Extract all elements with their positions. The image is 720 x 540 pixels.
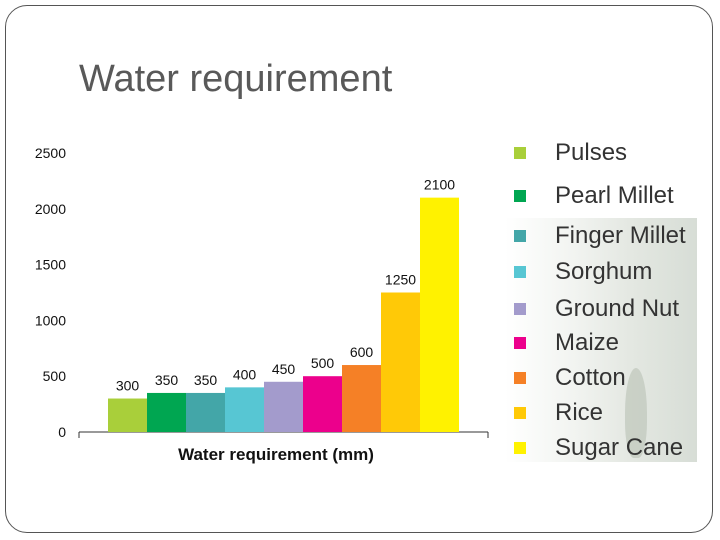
- bar-pearl-millet: [147, 392, 186, 432]
- data-label-rice: 1250: [385, 272, 416, 288]
- y-axis-tick-labels: 0 500 1000 1500 2000 2500: [35, 145, 66, 440]
- data-label-sugar-cane: 2100: [424, 177, 455, 193]
- legend-label-sorghum: Sorghum: [555, 258, 653, 285]
- data-labels: 300 350 350 400 450 500 600 1250 2100: [116, 177, 455, 394]
- legend-item-sugar-cane: Sugar Cane: [514, 433, 683, 463]
- legend-swatch-maize: [514, 337, 526, 349]
- legend-swatch-finger-millet: [514, 230, 526, 242]
- y-tick-label-0: 0: [58, 424, 66, 440]
- bar-rice: [381, 292, 420, 432]
- legend-swatch-pulses: [514, 147, 526, 159]
- data-label-maize: 500: [311, 355, 335, 371]
- y-tick-label-1000: 1000: [35, 312, 66, 328]
- bar-cotton: [342, 365, 381, 432]
- bar-ground-nut: [264, 381, 303, 432]
- slide-title: Water requirement: [79, 58, 393, 100]
- legend-label-pulses: Pulses: [555, 139, 628, 166]
- data-label-pulses: 300: [116, 378, 140, 394]
- data-label-finger-millet: 350: [194, 372, 218, 388]
- legend-swatch-pearl-millet: [514, 190, 526, 202]
- y-tick-label-1500: 1500: [35, 257, 66, 273]
- legend-item-cotton: Cotton: [514, 363, 626, 393]
- y-tick-label-2500: 2500: [35, 145, 66, 161]
- legend-label-ground-nut: Ground Nut: [555, 295, 680, 322]
- bars: [108, 197, 459, 432]
- legend-swatch-sugar-cane: [514, 442, 526, 454]
- legend-label-rice: Rice: [555, 399, 604, 426]
- data-label-cotton: 600: [350, 344, 374, 360]
- bar-finger-millet: [186, 392, 225, 432]
- legend-swatch-sorghum: [514, 266, 526, 278]
- legend-item-sorghum: Sorghum: [514, 257, 652, 287]
- legend-item-pulses: Pulses: [514, 138, 627, 168]
- legend-label-finger-millet: Finger Millet: [555, 222, 686, 249]
- bar-maize: [303, 376, 342, 432]
- legend-label-maize: Maize: [555, 329, 620, 356]
- legend-label-pearl-millet: Pearl Millet: [555, 182, 674, 209]
- bar-sorghum: [225, 387, 264, 432]
- data-label-ground-nut: 450: [272, 361, 296, 377]
- data-label-pearl-millet: 350: [155, 372, 179, 388]
- y-tick-label-500: 500: [43, 368, 67, 384]
- data-label-sorghum: 400: [233, 366, 257, 382]
- legend-item-ground-nut: Ground Nut: [514, 294, 679, 324]
- legend-item-rice: Rice: [514, 398, 603, 428]
- legend-swatch-ground-nut: [514, 303, 526, 315]
- legend-label-cotton: Cotton: [555, 364, 626, 391]
- bar-sugar-cane: [420, 197, 459, 432]
- legend-label-sugar-cane: Sugar Cane: [555, 434, 684, 461]
- legend-swatch-cotton: [514, 372, 526, 384]
- legend-item-maize: Maize: [514, 328, 619, 358]
- legend-swatch-rice: [514, 407, 526, 419]
- legend-item-finger-millet: Finger Millet: [514, 221, 686, 251]
- y-tick-label-2000: 2000: [35, 201, 66, 217]
- x-axis-title: Water requirement (mm): [178, 445, 374, 464]
- legend-item-pearl-millet: Pearl Millet: [514, 181, 674, 211]
- background-photo: [505, 218, 697, 462]
- bar-pulses: [108, 398, 147, 432]
- background-photo-detail: [625, 368, 647, 458]
